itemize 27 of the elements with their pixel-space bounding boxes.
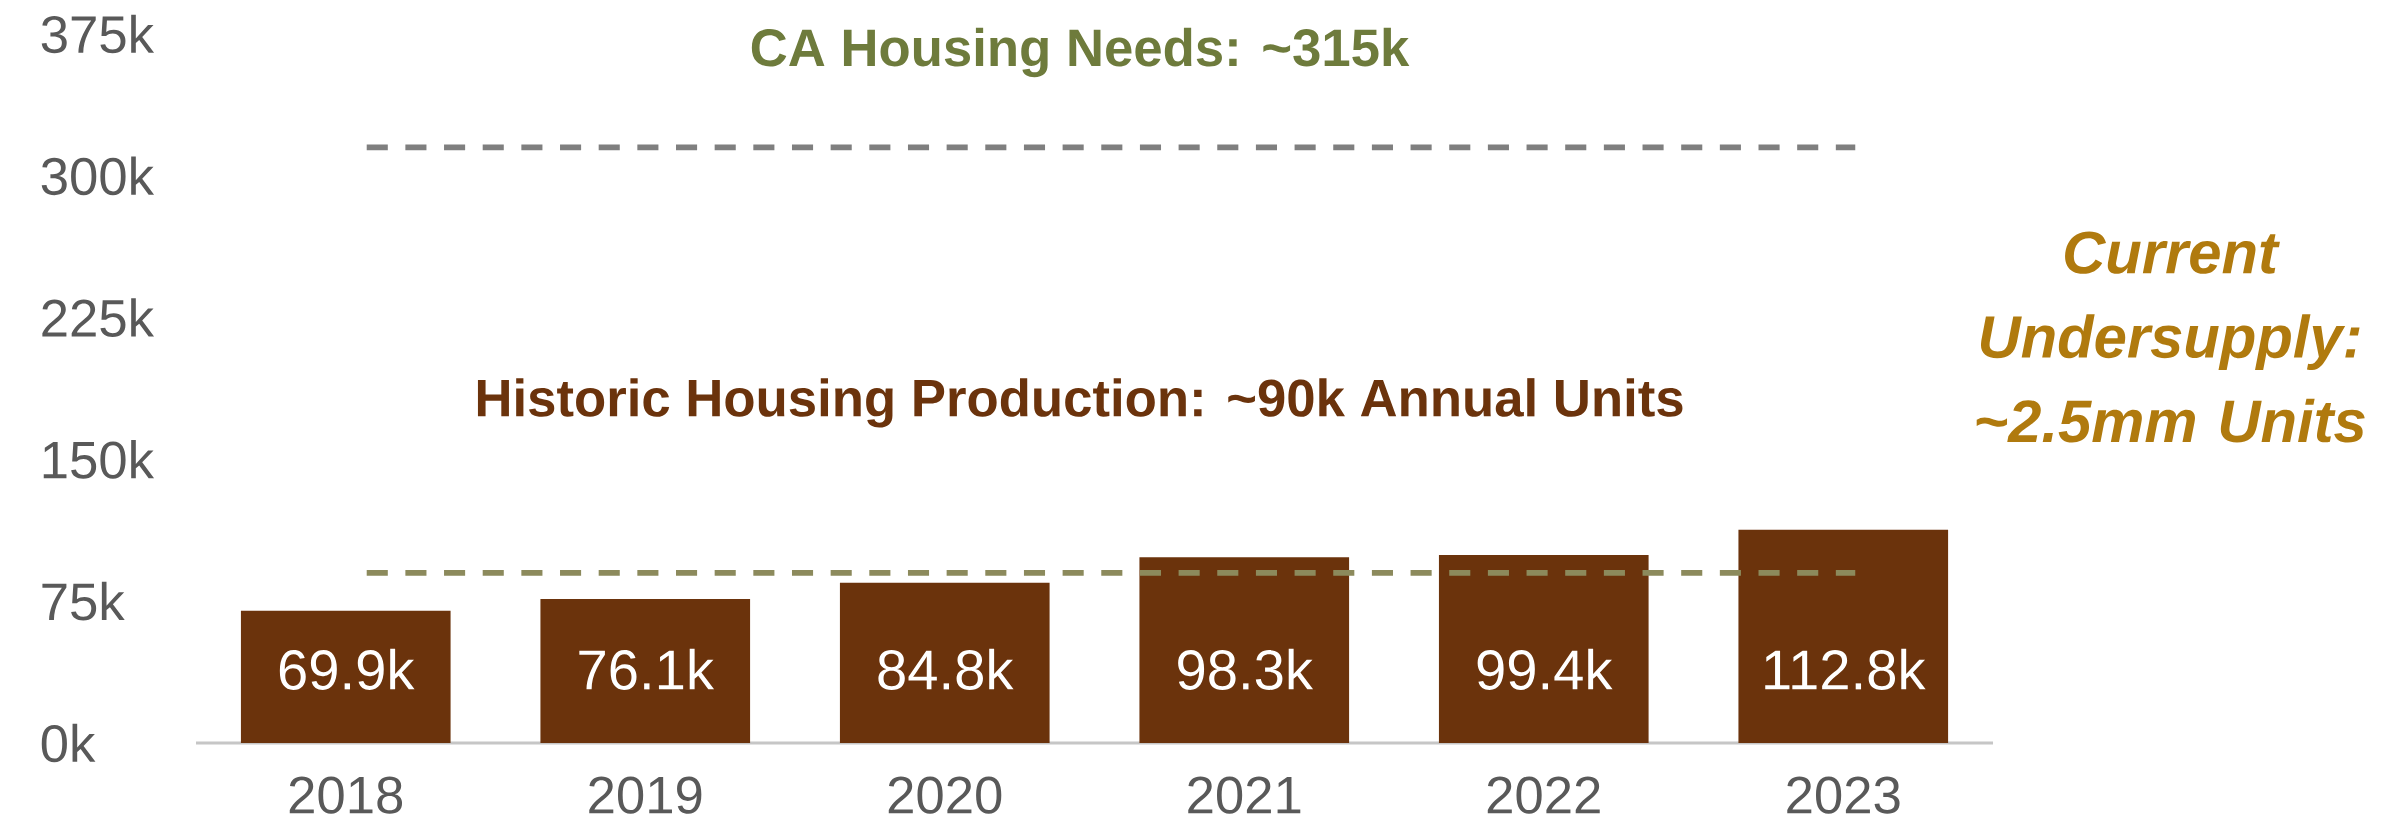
data-label: 76.1k <box>579 648 715 690</box>
y-tick-label: 0k <box>41 723 96 763</box>
x-tick-label: 2023 <box>1787 776 1900 814</box>
y-tick-label: 300k <box>41 156 155 196</box>
data-label: 69.9k <box>279 648 415 690</box>
x-tick-label: 2020 <box>888 776 1002 814</box>
bar <box>1438 555 1649 743</box>
y-tick-label: 150k <box>43 440 155 479</box>
bar <box>839 582 1050 743</box>
bar <box>540 599 751 743</box>
bar <box>1738 529 1949 743</box>
data-label: 99.4k <box>1477 648 1613 690</box>
ref-line-label: Historic Housing Production: ~90k Annual Units <box>477 378 1683 428</box>
ref-line-label: CA Housing Needs: ~315k <box>751 27 1410 78</box>
y-tick-label: 375k <box>41 14 155 54</box>
y-tick-label: 75k <box>42 581 125 621</box>
bar <box>240 610 451 743</box>
x-tick-label: 2019 <box>589 776 702 814</box>
data-label: 84.8k <box>878 648 1014 690</box>
data-label: 112.8k <box>1765 648 1926 690</box>
x-tick-label: 2018 <box>289 776 403 814</box>
text: Current Undersupply: ~2.5mm Units <box>1976 231 2365 443</box>
bar <box>1139 557 1350 743</box>
y-tick-label: 225k <box>42 298 155 337</box>
x-tick-label: 2022 <box>1487 776 1600 814</box>
x-tick-label: 2021 <box>1188 776 1301 814</box>
data-label: 98.3k <box>1178 648 1314 690</box>
